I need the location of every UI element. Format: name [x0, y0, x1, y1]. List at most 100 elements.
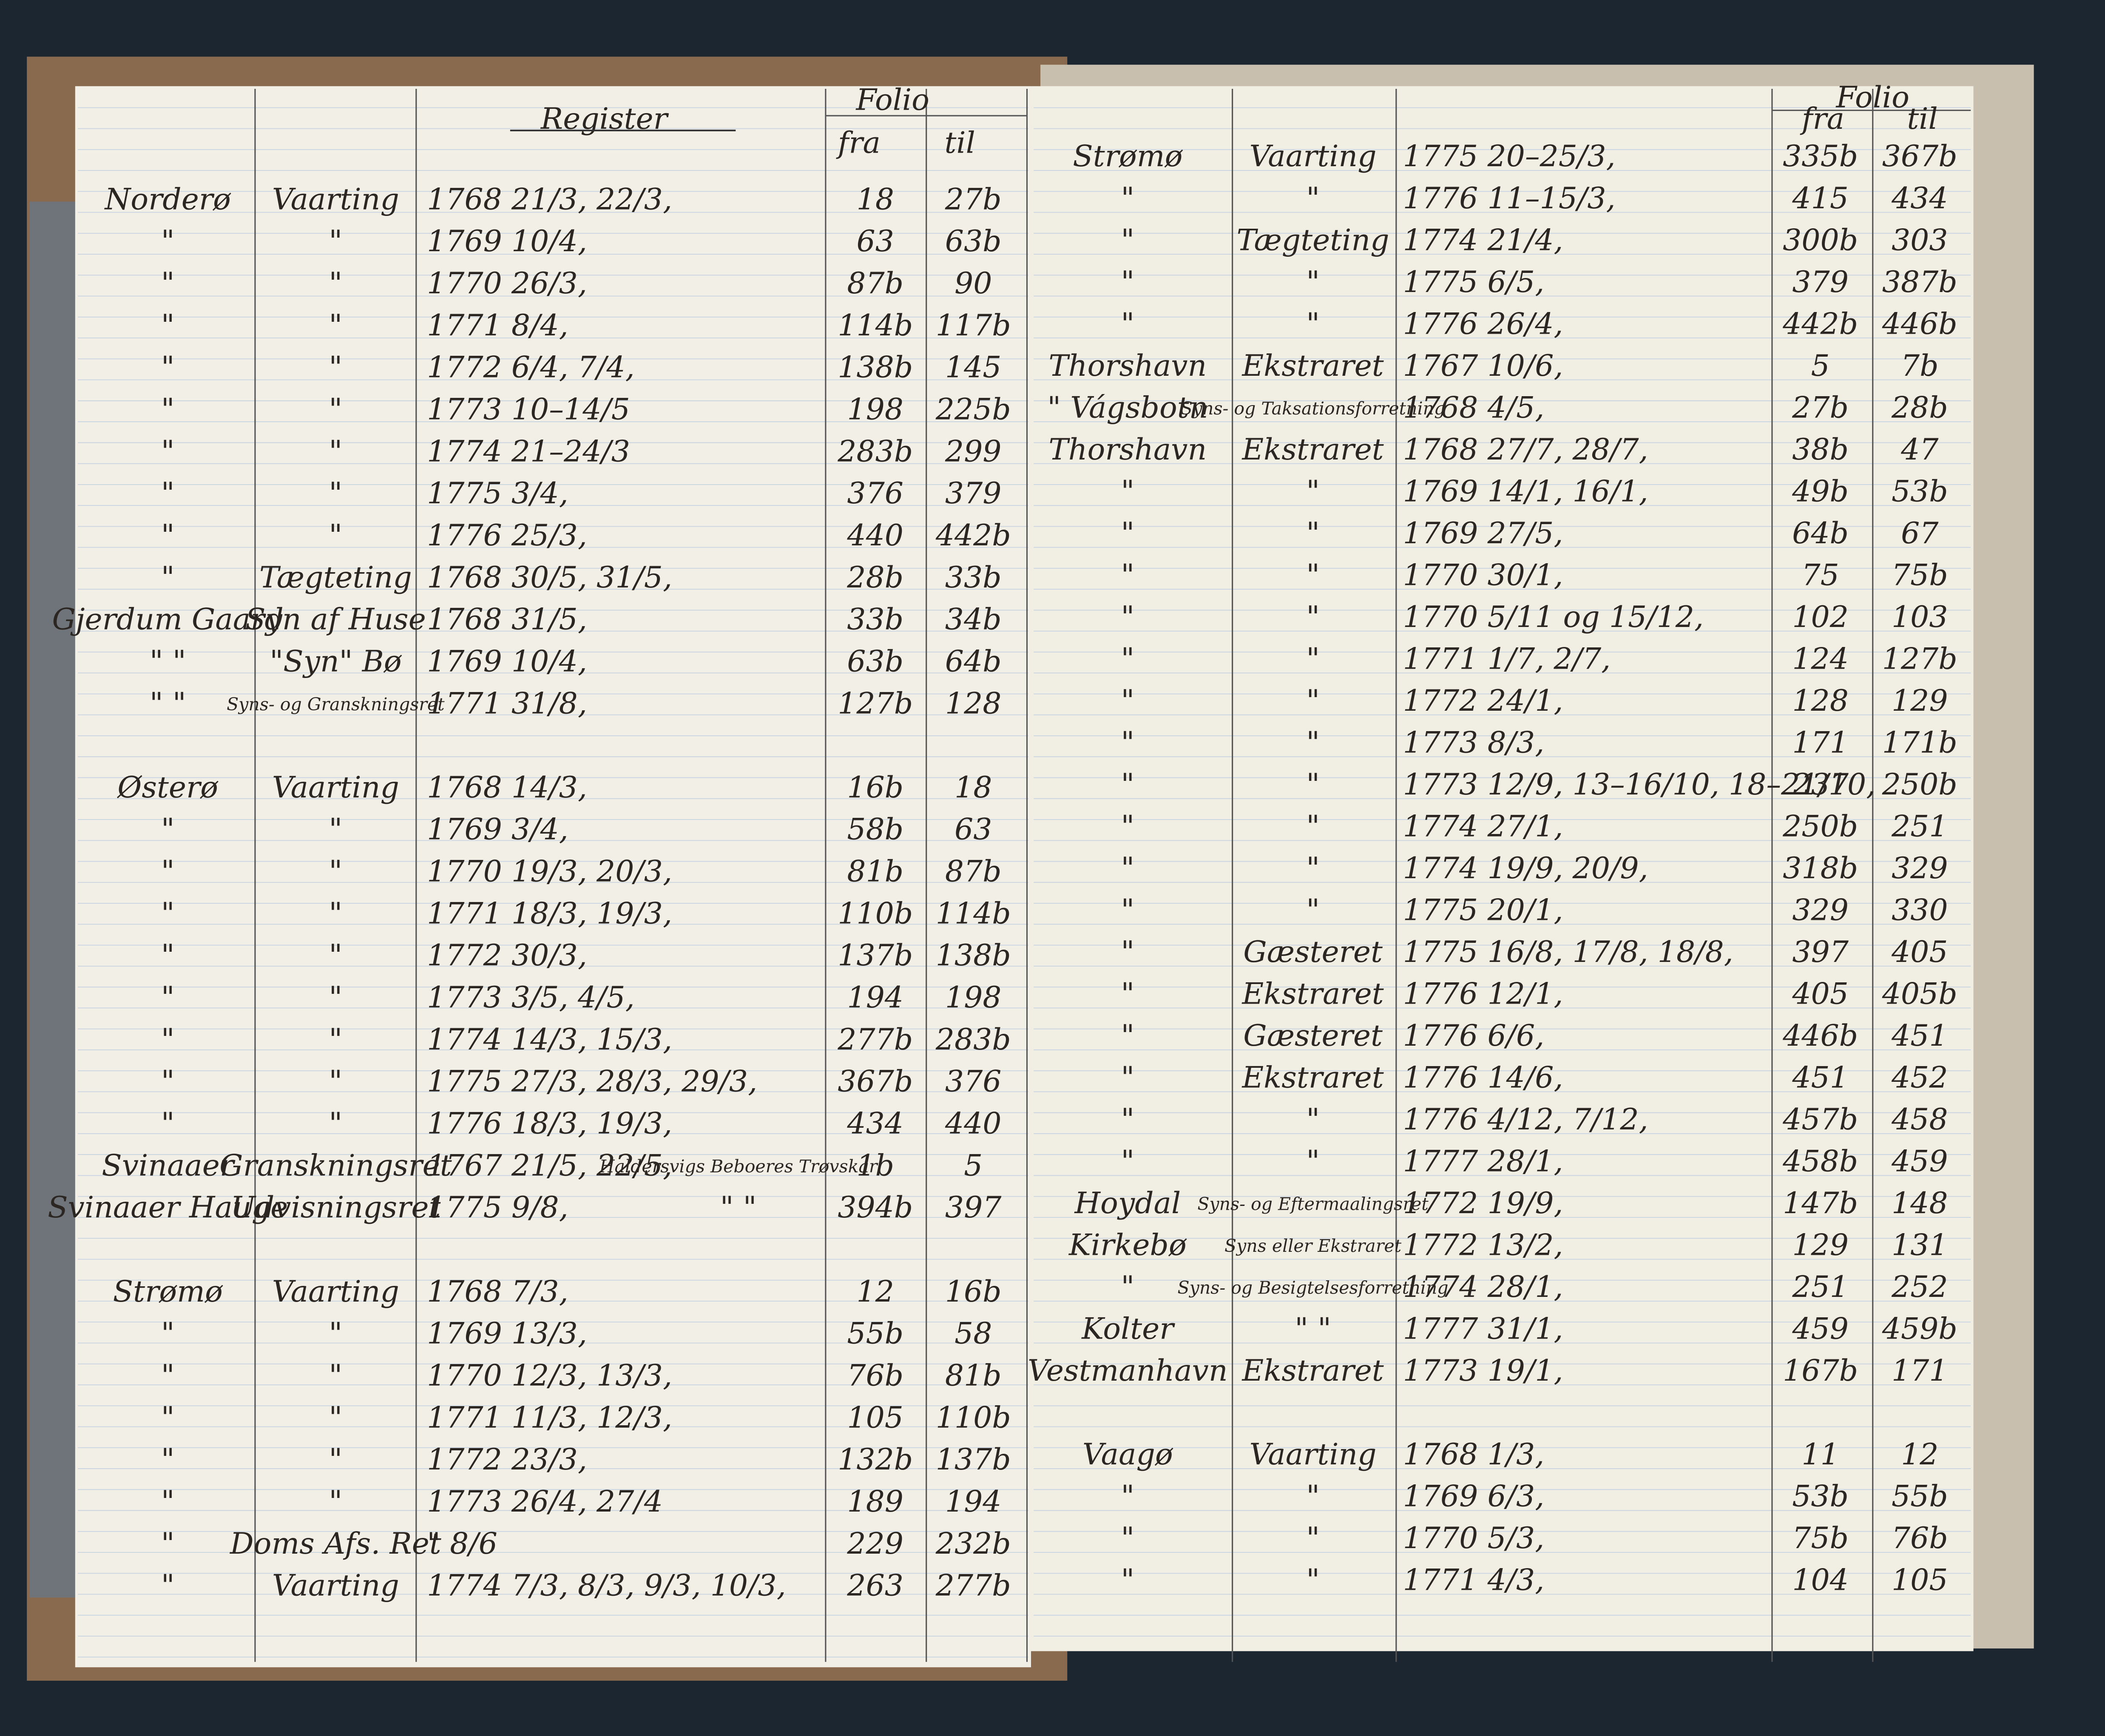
- cell-place: ": [161, 477, 175, 511]
- cell-date: 1775 27/3, 28/3, 29/3,: [427, 1065, 757, 1099]
- cell-fra: 194: [847, 981, 903, 1015]
- cell-place: ": [161, 1107, 175, 1141]
- cell-til: 451: [1891, 1019, 1948, 1053]
- cell-kind: ": [1306, 1103, 1320, 1137]
- cell-til: 76b: [1892, 1521, 1948, 1555]
- cell-til: 251: [1891, 809, 1948, 843]
- cell-date: 1775 3/4,: [427, 477, 568, 511]
- cell-fra: 318b: [1783, 851, 1858, 885]
- cell-fra: 394b: [838, 1191, 913, 1225]
- content: Register Folio fra til Folio fra til Nor…: [48, 80, 1957, 1603]
- cell-date: 1770 5/11 og 15/12,: [1403, 600, 1704, 634]
- cell-place: ": [161, 896, 175, 930]
- cell-fra: 379: [1792, 265, 1849, 299]
- cell-date: 1772 30/3,: [427, 939, 587, 973]
- cell-til: 148: [1892, 1186, 1948, 1220]
- cell-date: 1771 31/8,: [427, 686, 587, 720]
- cell-kind: ": [1306, 1145, 1320, 1179]
- cell-place: ": [1121, 1145, 1134, 1179]
- cell-date: 1769 14/1, 16/1,: [1403, 474, 1648, 508]
- cell-place: ": [161, 1359, 175, 1393]
- cell-kind: " ": [1295, 1312, 1331, 1346]
- cell-fra: 442b: [1782, 307, 1858, 341]
- cell-date: 1776 6/6,: [1403, 1019, 1545, 1053]
- cell-date: 1768 4/5,: [1403, 391, 1545, 425]
- cell-fra: 147b: [1783, 1186, 1858, 1220]
- cell-kind: ": [1306, 474, 1320, 508]
- cell-kind: ": [1306, 768, 1320, 802]
- cell-date: " 8/6: [427, 1527, 497, 1561]
- cell-kind: Vaarting: [272, 771, 399, 805]
- cell-kind: Gæsteret: [1243, 1019, 1383, 1053]
- cell-date: 1777 28/1,: [1403, 1145, 1563, 1179]
- cell-fra: 33b: [847, 603, 903, 637]
- cell-date: 1775 16/8, 17/8, 18/8,: [1403, 935, 1733, 969]
- cell-place: ": [161, 309, 175, 343]
- cell-til: 127b: [1882, 642, 1957, 676]
- cell-kind: ": [329, 309, 342, 343]
- cell-place: ": [161, 813, 175, 847]
- cell-til: 129: [1892, 684, 1948, 718]
- cell-note: " ": [720, 1191, 757, 1225]
- cell-til: 329: [1892, 851, 1948, 885]
- cell-place: Svinaaer Hauge: [48, 1191, 288, 1225]
- cell-date: 1770 19/3, 20/3,: [427, 855, 672, 889]
- cell-kind: ": [329, 1317, 342, 1351]
- cell-kind: Vaarting: [272, 1275, 399, 1309]
- cell-til: 27b: [945, 182, 1002, 216]
- cell-til: 252: [1891, 1270, 1948, 1304]
- cell-kind: ": [1306, 558, 1320, 592]
- cell-fra: 11: [1801, 1438, 1839, 1472]
- cell-place: ": [1121, 1019, 1134, 1053]
- cell-kind: Vaarting: [272, 1569, 399, 1603]
- cell-til: 434: [1891, 182, 1948, 216]
- cell-kind: "Syn" Bø: [270, 644, 402, 678]
- cell-date: 1771 18/3, 19/3,: [427, 896, 672, 930]
- cell-kind: Ekstraret: [1241, 1061, 1384, 1095]
- cell-place: ": [1121, 768, 1134, 802]
- cell-place: ": [1121, 516, 1134, 550]
- cell-til: 117b: [936, 309, 1011, 343]
- cell-til: 114b: [936, 896, 1011, 930]
- cell-til: 405b: [1882, 977, 1957, 1011]
- cell-date: 1769 10/4,: [427, 224, 587, 258]
- cell-fra: 171: [1792, 726, 1849, 760]
- cell-date: 1768 14/3,: [427, 771, 587, 805]
- cell-date: 1768 31/5,: [427, 603, 587, 637]
- cell-place: ": [1121, 1480, 1134, 1514]
- cell-til: 90: [954, 267, 992, 301]
- cell-til: 283b: [935, 1023, 1011, 1057]
- cell-date: 1776 18/3, 19/3,: [427, 1107, 672, 1141]
- cell-place: ": [1121, 935, 1134, 969]
- cell-kind: Ekstraret: [1241, 349, 1384, 383]
- cell-fra: 283b: [837, 434, 913, 468]
- left-page: [75, 86, 1031, 1668]
- cell-kind: Syns eller Ekstraret: [1224, 1236, 1402, 1256]
- cell-kind: ": [329, 1401, 342, 1435]
- cell-fra: 127b: [838, 686, 913, 720]
- cell-place: ": [1121, 223, 1134, 257]
- cell-til: 303: [1892, 223, 1948, 257]
- cell-kind: ": [1306, 642, 1320, 676]
- cell-place: ": [1121, 809, 1134, 843]
- cell-fra: 250b: [1782, 809, 1858, 843]
- cell-fra: 49b: [1792, 474, 1849, 508]
- cell-kind: Syns- og Eftermaalingsret: [1197, 1194, 1429, 1214]
- cell-kind: ": [329, 392, 342, 426]
- cell-place: ": [161, 519, 175, 553]
- cell-kind: ": [329, 351, 342, 385]
- cell-til: 250b: [1882, 768, 1957, 802]
- cell-til: 145: [945, 351, 1002, 385]
- cell-place: Vaagø: [1082, 1438, 1173, 1472]
- cell-place: ": [1121, 558, 1134, 592]
- cell-place: Østerø: [116, 771, 219, 805]
- cell-fra: 105: [847, 1401, 903, 1435]
- cell-date: 1772 24/1,: [1403, 684, 1563, 718]
- cell-place: ": [1121, 1563, 1134, 1597]
- cell-date: 1775 20–25/3,: [1403, 139, 1616, 173]
- cell-fra: 128: [1792, 684, 1849, 718]
- cell-til: 405: [1891, 935, 1948, 969]
- cell-fra: 132b: [838, 1443, 913, 1477]
- cell-place: Hoydal: [1074, 1186, 1181, 1220]
- cell-place: ": [1121, 474, 1134, 508]
